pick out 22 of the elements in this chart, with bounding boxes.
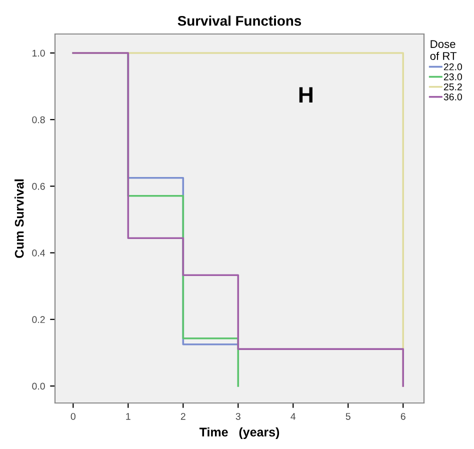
y-tick-label: 0.8 [32,116,45,124]
legend-label: 25.2 [444,83,462,90]
chart-title: Survival Functions [178,16,302,26]
x-tick-label: 4 [290,413,296,420]
x-tick-label: 0 [70,412,76,420]
x-tick-label: 1 [126,413,130,420]
x-tick-label: 3 [236,412,240,420]
y-tick-label: 0.6 [32,182,45,190]
legend-label: 23.0 [444,73,462,80]
y-tick-label: 0.0 [32,382,45,390]
y-tick-label: 0.4 [32,250,45,256]
legend-title: Dose of RT [430,40,457,60]
y-tick-label: 1.0 [32,50,45,57]
y-axis-title: Cum Survival [14,179,24,258]
x-tick-label: 5 [346,413,350,420]
legend-label: 36.0 [444,93,462,100]
x-axis-title: Time (years) [199,427,280,439]
x-tick-label: 2 [180,412,186,420]
y-tick-label: 0.2 [32,316,45,324]
x-tick-label: 6 [400,412,406,420]
legend-label: 22.0 [444,63,462,70]
annotation: H [299,87,312,102]
